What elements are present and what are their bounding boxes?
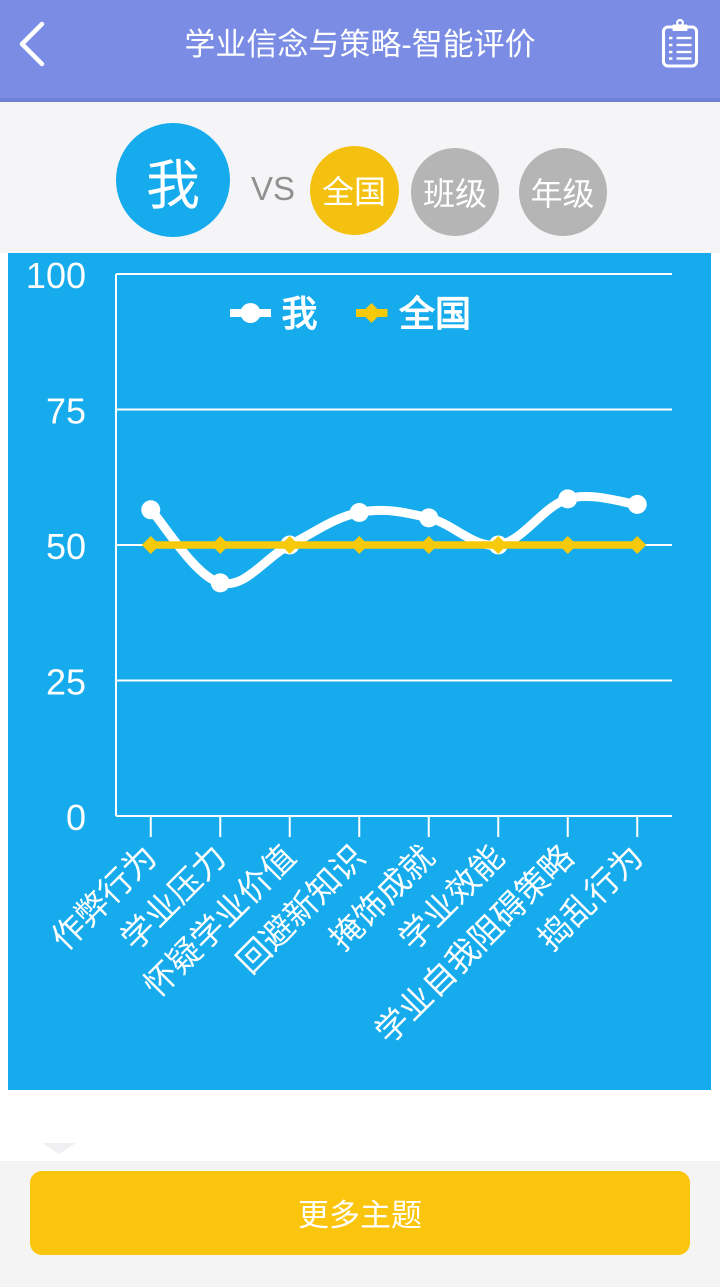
svg-text:全国: 全国 [398,293,471,334]
svg-text:75: 75 [46,391,86,432]
svg-text:100: 100 [26,255,86,296]
svg-text:25: 25 [46,662,86,703]
svg-text:我: 我 [282,293,318,334]
svg-text:50: 50 [46,526,86,567]
svg-text:0: 0 [66,797,86,838]
